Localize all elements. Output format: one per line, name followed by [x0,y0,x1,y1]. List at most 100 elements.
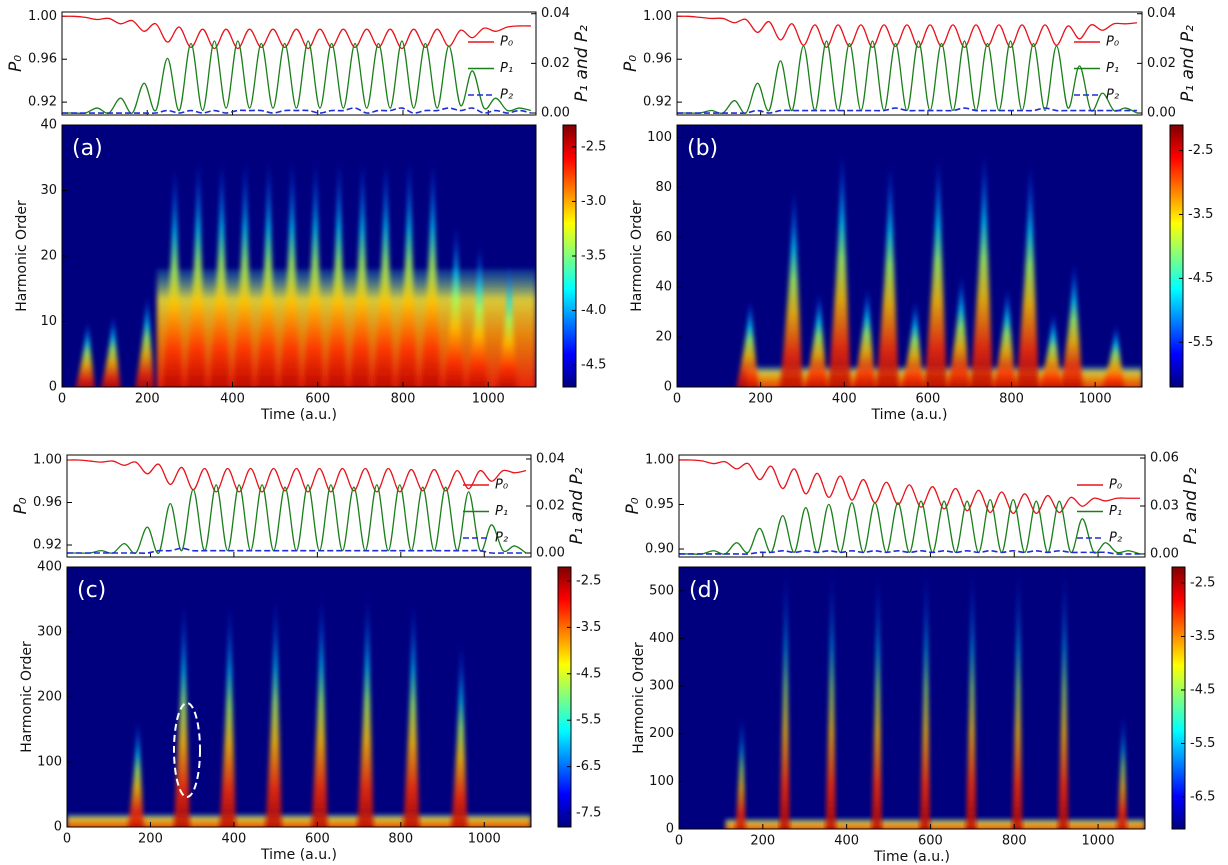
series-line [62,107,532,114]
x-tick-label: 0 [58,392,66,407]
highlight-ellipse [173,702,201,798]
y2-tick-label: 0.04 [1147,6,1176,21]
y2-axis-label: P₁ and P₂ [567,467,587,544]
harmonic-burst [919,567,931,829]
legend-label: P₁ [1106,61,1119,76]
x-axis-label: Time (a.u.) [871,407,948,423]
x-tick-label: 800 [1002,834,1027,849]
heatmap-background [67,567,531,827]
y2-axis-label: P₁ and P₂ [1178,25,1198,102]
y-tick-label: 400 [37,560,62,575]
series-line [678,549,1140,555]
y-tick-label: 0.95 [645,497,674,512]
colorbar-tick-label: -2.5 [1190,576,1215,591]
series-line [678,498,1141,555]
harmonic-burst [75,321,95,387]
panel-label: (b) [687,136,718,161]
harmonic-burst [403,599,420,827]
harmonic-burst [1116,712,1128,829]
harmonic-burst [825,567,836,829]
colorbar-tick-label: -3.5 [576,620,601,635]
y-tick-label: 40 [40,118,57,133]
y-tick-label: 30 [40,183,57,198]
harmonic-burst [947,274,970,387]
y-axis-label: P₀ [6,55,26,72]
colorbar-tick-label: -5.5 [1190,736,1215,751]
colorbar-tick-label: -2.5 [1188,143,1213,158]
x-tick-label: 1000 [468,832,501,847]
y-tick-label: 0 [664,380,672,395]
y-tick-label: 1.00 [645,452,674,467]
y2-tick-label: 0.02 [1147,56,1176,71]
harmonic-burst [173,599,190,827]
x-tick-label: 400 [220,392,245,407]
legend-label: P₁ [1109,504,1122,519]
harmonic-burst [135,295,155,387]
harmonic-burst [311,593,328,827]
y-axis-label: Harmonic Order [631,642,647,754]
y-tick-label: 0.90 [645,541,674,556]
y-axis-label: Harmonic Order [14,200,30,312]
series-line [66,459,527,493]
y-tick-label: 0.92 [643,95,672,110]
y-tick-label: 80 [655,180,672,195]
y-tick-label: 0.96 [643,52,672,67]
colorbar-tick-label: -2.5 [576,573,601,588]
legend-label: P₀ [500,35,514,50]
harmonic-burst [350,157,371,387]
colorbar-tick-label: -3.0 [581,194,606,209]
y2-tick-label: 0.00 [541,106,570,121]
harmonic-burst [357,593,374,827]
harmonic-burst [373,157,394,387]
harmonic-burst [1039,312,1062,387]
harmonic-burst [396,157,417,387]
y-tick-label: 0.96 [28,52,57,67]
y2-tick-label: 0.03 [1150,499,1179,514]
colorbar-tick-label: -3.5 [1188,207,1213,222]
harmonic-burst [965,567,977,829]
x-axis-label: Time (a.u.) [260,407,337,423]
harmonic-burst [467,242,488,387]
plot-frame [66,454,532,558]
colorbar-tick-label: -2.5 [581,139,606,154]
harmonic-burst [162,164,183,387]
series-line [61,15,531,50]
x-tick-label: 1000 [472,392,505,407]
y-tick-label: 100 [649,774,674,789]
x-tick-label: 400 [221,832,246,847]
series-line [676,15,1138,49]
harmonic-burst [420,157,441,387]
y2-tick-label: 0.06 [1150,451,1179,466]
y-tick-label: 1.00 [643,9,672,24]
harmonic-burst [451,641,468,827]
heatmap-background [677,125,1142,387]
y2-axis-label: P₁ and P₂ [572,25,592,102]
x-tick-label: 200 [750,834,775,849]
y-tick-label: 60 [655,230,672,245]
series-line [66,484,527,555]
harmonic-burst [1060,262,1083,387]
colorbar-tick-label: -3.5 [1190,629,1215,644]
x-tick-label: 0 [673,392,681,407]
y-tick-label: 0 [49,380,57,395]
x-tick-label: 600 [918,834,943,849]
colorbar-tick-label: -4.5 [581,358,606,373]
series-line [678,459,1140,515]
harmonic-burst [326,157,347,387]
y2-tick-label: 0.00 [1147,106,1176,121]
colorbar [1171,566,1186,830]
x-tick-label: 1000 [1082,834,1115,849]
harmonic-burst [303,157,324,387]
y2-axis-label: P₁ and P₂ [1181,467,1201,544]
legend-label: P₀ [1106,35,1120,50]
colorbar-tick-label: -6.5 [576,759,601,774]
y-tick-label: 0 [54,820,62,835]
x-tick-label: 800 [391,392,416,407]
harmonic-burst [736,299,759,387]
harmonic-burst [901,299,924,387]
x-tick-label: 0 [63,832,71,847]
harmonic-burst [779,187,803,387]
y-axis-label: P₀ [621,55,641,72]
harmonic-burst [219,602,236,827]
